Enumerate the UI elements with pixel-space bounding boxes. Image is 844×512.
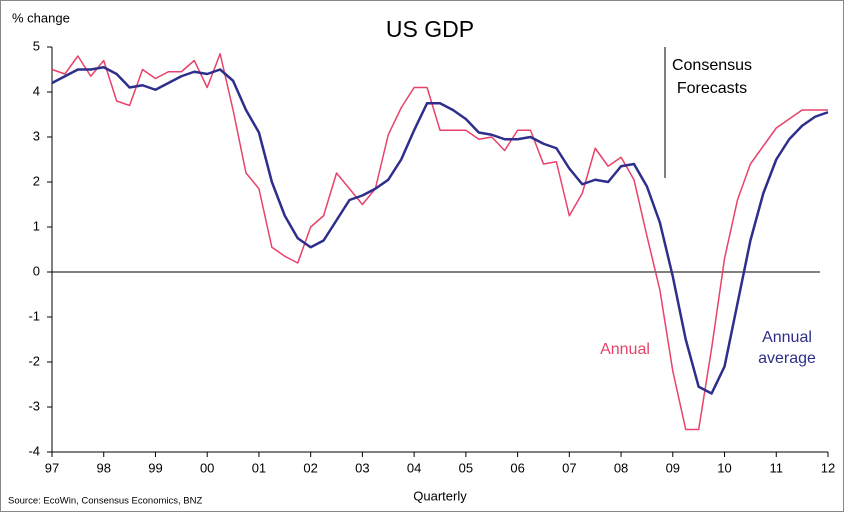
x-tick-label: 00: [200, 460, 214, 475]
x-tick-label: 08: [614, 460, 628, 475]
x-tick-label: 98: [96, 460, 110, 475]
x-tick-label: 12: [821, 460, 835, 475]
y-tick-label: 1: [33, 218, 40, 233]
x-tick-label: 99: [148, 460, 162, 475]
y-tick-label: -2: [28, 353, 40, 368]
x-tick-label: 97: [45, 460, 59, 475]
x-tick-label: 09: [666, 460, 680, 475]
y-tick-label: 0: [33, 263, 40, 278]
x-tick-label: 03: [355, 460, 369, 475]
y-tick-label: 3: [33, 128, 40, 143]
annotation: Forecasts: [677, 80, 747, 97]
source: Source: EcoWin, Consensus Economics, BNZ: [8, 496, 202, 507]
y-axis-label: % change: [12, 10, 70, 25]
y-tick-label: 5: [33, 38, 40, 53]
y-tick-label: -3: [28, 398, 40, 413]
x-tick-label: 11: [770, 460, 784, 475]
y-tick-label: -1: [28, 308, 40, 323]
series-line: [51, 53, 828, 431]
x-tick-label: 07: [562, 460, 576, 475]
series-line: [51, 66, 829, 395]
series-label: Annual: [600, 341, 650, 358]
chart-title: US GDP: [386, 16, 474, 42]
series-label: Annual average: [758, 329, 816, 367]
x-tick-label: 02: [303, 460, 317, 475]
annotation: Consensus: [672, 57, 752, 74]
x-tick-label: 06: [510, 460, 524, 475]
x-tick-label: 05: [459, 460, 473, 475]
y-tick-label: 2: [33, 173, 40, 188]
x-tick-label: 04: [407, 460, 421, 475]
x-tick-label: 10: [717, 460, 731, 475]
x-axis-label: Quarterly: [413, 488, 467, 503]
y-tick-label: 4: [33, 83, 40, 98]
y-tick-label: -4: [28, 443, 40, 458]
x-tick-label: 01: [252, 460, 266, 475]
